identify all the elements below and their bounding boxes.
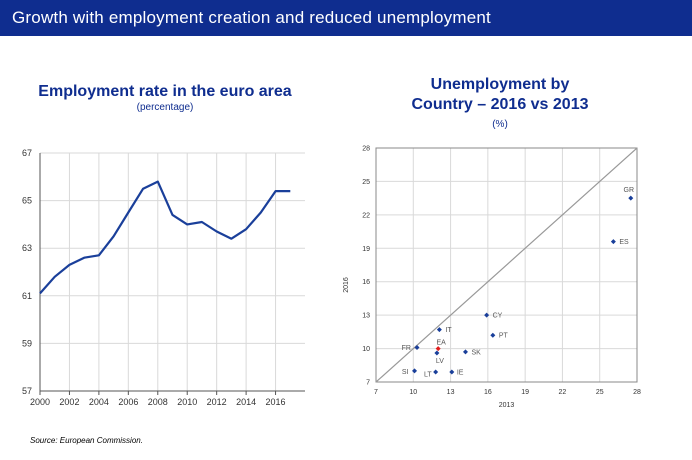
employment-chart-title: Employment rate in the euro area xyxy=(38,83,292,100)
unemployment-x-tick: 28 xyxy=(633,389,641,396)
unemployment-y-tick: 7 xyxy=(366,380,370,387)
unemployment-y-tick: 16 xyxy=(362,279,370,286)
unemployment-y-tick: 13 xyxy=(362,313,370,320)
unemployment-point-label-pt: PT xyxy=(499,333,509,340)
unemployment-chart-title-text: Unemployment by Country – 2016 vs 2013 xyxy=(411,76,589,113)
unemployment-point-ea xyxy=(435,346,441,352)
source-note: Source: European Commission. xyxy=(30,436,143,445)
unemployment-y-tick: 25 xyxy=(362,179,370,186)
unemployment-point-it xyxy=(436,327,442,333)
unemployment-point-label-gr: GR xyxy=(624,187,635,194)
unemployment-x-tick: 16 xyxy=(484,389,492,396)
unemployment-point-label-cy: CY xyxy=(493,313,503,320)
unemployment-x-tick: 19 xyxy=(521,389,529,396)
unemployment-y-label: 2016 xyxy=(343,277,350,293)
unemployment-point-si xyxy=(412,368,418,374)
unemployment-point-pt xyxy=(490,332,496,338)
unemployment-point-fr xyxy=(414,344,420,350)
unemployment-point-es xyxy=(610,239,616,245)
unemployment-point-cy xyxy=(484,312,490,318)
unemployment-x-tick: 22 xyxy=(559,389,567,396)
unemployment-point-ie xyxy=(449,369,455,375)
employment-y-tick: 65 xyxy=(22,196,32,206)
employment-y-tick: 67 xyxy=(22,148,32,158)
unemployment-chart-title: Unemployment by Country – 2016 vs 2013 xyxy=(340,75,660,115)
unemployment-point-label-fr: FR xyxy=(402,345,411,352)
unemployment-plot-frame xyxy=(375,147,638,383)
unemployment-point-label-it: IT xyxy=(445,327,452,334)
employment-x-tick: 2004 xyxy=(89,397,109,407)
employment-x-tick: 2014 xyxy=(236,397,256,407)
unemployment-x-tick: 13 xyxy=(447,389,455,396)
unemployment-point-gr xyxy=(628,195,634,201)
unemployment-point-label-lv: LV xyxy=(436,358,444,365)
unemployment-point-lt xyxy=(433,369,439,375)
unemployment-y-tick: 28 xyxy=(362,146,370,153)
employment-y-tick: 57 xyxy=(22,386,32,396)
unemployment-point-label-es: ES xyxy=(619,239,629,246)
employment-chart-subtitle: (percentage) xyxy=(136,102,194,113)
unemployment-x-tick: 7 xyxy=(374,389,378,396)
employment-y-tick: 61 xyxy=(22,291,32,301)
unemployment-point-sk xyxy=(462,349,468,355)
unemployment-point-label-lt: LT xyxy=(424,371,432,378)
unemployment-point-label-ie: IE xyxy=(457,369,464,376)
unemployment-y-tick: 22 xyxy=(362,212,370,219)
employment-x-tick: 2002 xyxy=(59,397,79,407)
unemployment-chart-subtitle: (%) xyxy=(492,119,508,130)
employment-x-tick: 2012 xyxy=(207,397,227,407)
unemployment-y-tick: 19 xyxy=(362,246,370,253)
employment-rate-line xyxy=(39,180,291,295)
employment-y-tick: 59 xyxy=(22,338,32,348)
slide-banner: Growth with employment creation and redu… xyxy=(0,0,692,36)
unemployment-point-lv xyxy=(434,350,440,356)
employment-y-tick: 63 xyxy=(22,243,32,253)
unemployment-x-tick: 10 xyxy=(409,389,417,396)
employment-x-tick: 2010 xyxy=(177,397,197,407)
unemployment-point-label-si: SI xyxy=(402,369,409,376)
unemployment-y-tick: 10 xyxy=(362,346,370,353)
employment-x-tick: 2016 xyxy=(266,397,286,407)
unemployment-point-label-ea: EA xyxy=(436,340,446,347)
employment-x-tick: 2000 xyxy=(30,397,50,407)
unemployment-x-tick: 25 xyxy=(596,389,604,396)
unemployment-x-label: 2013 xyxy=(499,402,515,409)
unemployment-reference-line xyxy=(375,147,638,383)
unemployment-point-label-sk: SK xyxy=(471,349,481,356)
employment-x-tick: 2006 xyxy=(118,397,138,407)
employment-x-tick: 2008 xyxy=(148,397,168,407)
banner-title: Growth with employment creation and redu… xyxy=(12,8,491,27)
